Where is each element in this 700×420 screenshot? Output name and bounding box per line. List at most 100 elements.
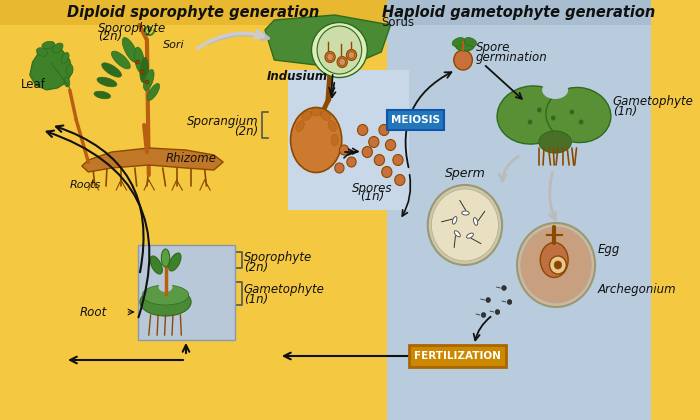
Text: Sporophyte: Sporophyte: [244, 252, 312, 265]
Text: Spore: Spore: [476, 42, 510, 55]
Circle shape: [395, 174, 405, 186]
Ellipse shape: [542, 81, 568, 99]
Text: (1n): (1n): [360, 190, 384, 203]
Circle shape: [369, 136, 379, 147]
Circle shape: [362, 147, 372, 158]
Ellipse shape: [144, 70, 154, 90]
Ellipse shape: [36, 48, 47, 56]
Ellipse shape: [150, 256, 162, 274]
Bar: [387, 0, 651, 25]
Ellipse shape: [147, 84, 160, 100]
Ellipse shape: [140, 288, 191, 316]
Polygon shape: [82, 148, 223, 172]
Bar: [288, 70, 409, 210]
Circle shape: [386, 139, 396, 150]
Circle shape: [145, 80, 149, 84]
Ellipse shape: [52, 43, 63, 53]
Text: Gametophyte: Gametophyte: [612, 95, 694, 108]
Text: Sporophyte: Sporophyte: [97, 22, 166, 35]
Circle shape: [554, 261, 561, 269]
Text: (1n): (1n): [612, 105, 637, 118]
Circle shape: [346, 157, 356, 167]
Text: Indusium: Indusium: [267, 70, 328, 83]
Circle shape: [358, 124, 368, 136]
Circle shape: [335, 163, 344, 173]
Ellipse shape: [473, 218, 477, 225]
Circle shape: [481, 312, 486, 318]
Ellipse shape: [452, 217, 457, 224]
Circle shape: [550, 256, 566, 274]
Circle shape: [141, 70, 144, 74]
Circle shape: [337, 57, 347, 68]
Circle shape: [508, 299, 512, 304]
Ellipse shape: [454, 231, 461, 237]
Circle shape: [327, 53, 333, 60]
Ellipse shape: [122, 37, 138, 63]
Text: Gametophyte: Gametophyte: [244, 284, 325, 297]
Text: Root: Root: [80, 305, 107, 318]
Text: (2n): (2n): [244, 260, 268, 273]
Text: MEIOSIS: MEIOSIS: [391, 115, 440, 125]
Text: Roots: Roots: [70, 180, 101, 190]
Circle shape: [374, 155, 384, 165]
Circle shape: [428, 185, 502, 265]
Ellipse shape: [134, 47, 144, 73]
Text: germination: germination: [476, 50, 548, 63]
Text: Sorus: Sorus: [382, 16, 414, 29]
Ellipse shape: [497, 86, 567, 144]
Circle shape: [379, 124, 389, 136]
Circle shape: [517, 223, 595, 307]
Circle shape: [570, 110, 574, 115]
Ellipse shape: [169, 253, 181, 271]
Ellipse shape: [66, 65, 73, 76]
Ellipse shape: [539, 131, 571, 153]
Ellipse shape: [140, 58, 148, 82]
Text: FERTILIZATION: FERTILIZATION: [414, 351, 501, 361]
Circle shape: [454, 50, 473, 70]
Circle shape: [486, 297, 491, 302]
Circle shape: [136, 60, 139, 64]
Ellipse shape: [290, 108, 342, 173]
Ellipse shape: [456, 41, 474, 51]
Circle shape: [579, 120, 584, 124]
Text: (2n): (2n): [234, 124, 258, 137]
Ellipse shape: [111, 51, 130, 69]
Circle shape: [346, 50, 356, 60]
Circle shape: [495, 310, 500, 315]
Ellipse shape: [452, 37, 465, 47]
Text: Sporangium: Sporangium: [187, 116, 258, 129]
Text: Archegonium: Archegonium: [598, 284, 676, 297]
Text: Spores: Spores: [351, 182, 392, 195]
Circle shape: [348, 52, 355, 58]
Circle shape: [537, 108, 542, 113]
Circle shape: [339, 58, 345, 66]
Circle shape: [317, 26, 362, 74]
Ellipse shape: [296, 121, 304, 131]
Circle shape: [325, 52, 335, 63]
Ellipse shape: [321, 111, 330, 121]
Ellipse shape: [102, 63, 122, 77]
Ellipse shape: [158, 282, 172, 292]
Text: Sori: Sori: [162, 40, 184, 50]
Circle shape: [382, 166, 392, 178]
Circle shape: [393, 155, 403, 165]
Ellipse shape: [328, 121, 337, 131]
Text: Sperm: Sperm: [444, 167, 485, 180]
Circle shape: [528, 120, 532, 124]
Circle shape: [431, 189, 498, 261]
Circle shape: [551, 116, 556, 121]
Ellipse shape: [94, 91, 111, 99]
Text: Rhizome: Rhizome: [165, 152, 216, 165]
Text: Diploid sporophyte generation: Diploid sporophyte generation: [67, 5, 319, 21]
Text: Leaf: Leaf: [20, 79, 46, 92]
Ellipse shape: [42, 41, 55, 49]
Ellipse shape: [546, 87, 611, 142]
Bar: [138, 245, 235, 340]
Ellipse shape: [311, 108, 322, 116]
Ellipse shape: [312, 23, 368, 78]
Text: Haploid gametophyte generation: Haploid gametophyte generation: [382, 5, 655, 21]
Ellipse shape: [142, 285, 189, 305]
Ellipse shape: [161, 249, 169, 267]
Ellipse shape: [464, 37, 477, 47]
Circle shape: [340, 145, 349, 155]
